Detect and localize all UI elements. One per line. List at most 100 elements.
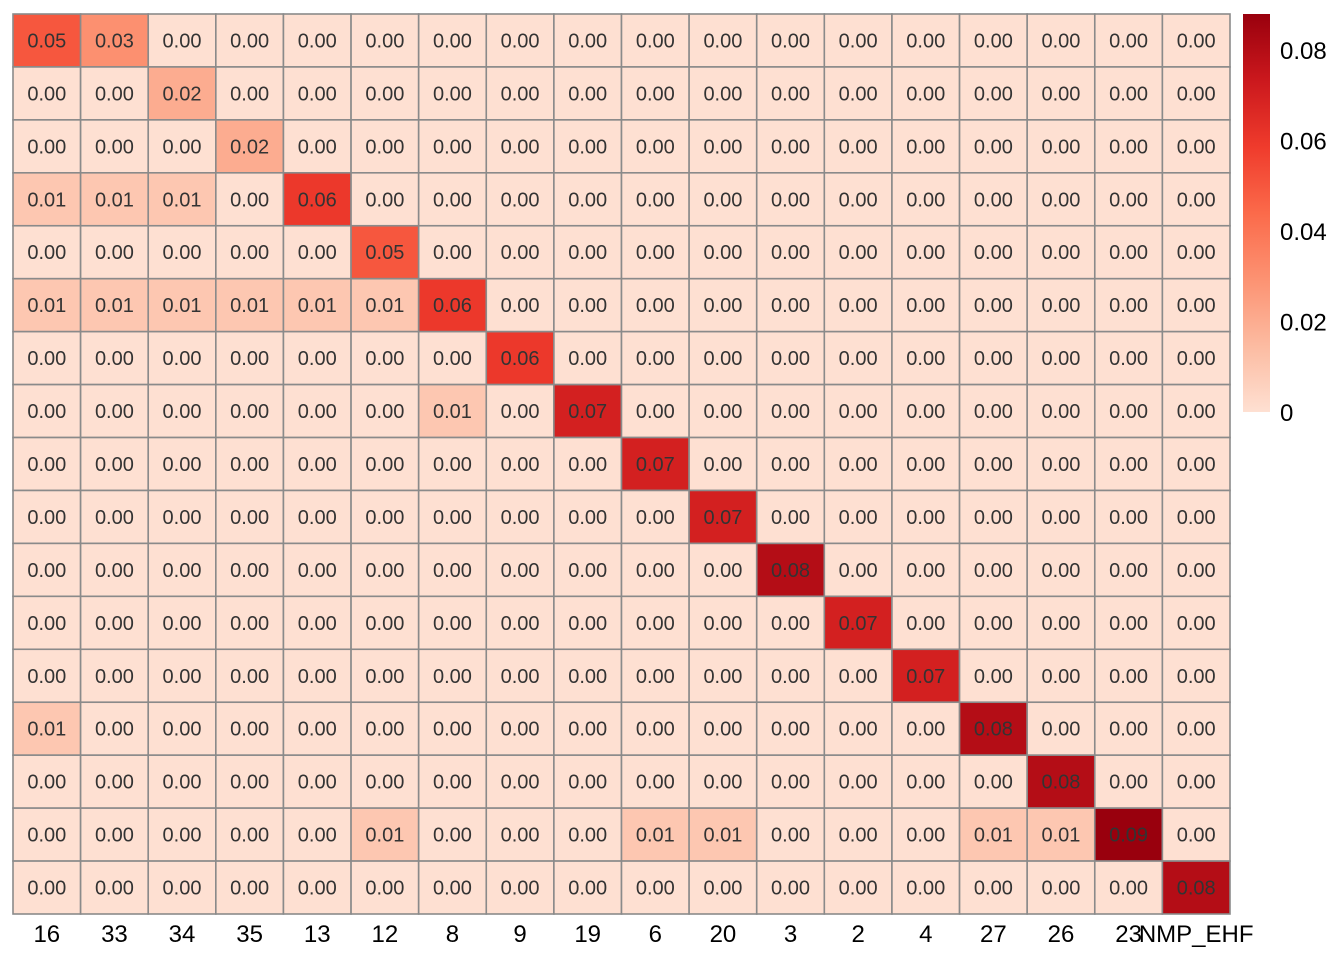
heatmap-cell-value: 0.00 (839, 136, 878, 158)
heatmap-cell-value: 0.00 (771, 136, 810, 158)
heatmap-cell-value: 0.00 (163, 136, 202, 158)
x-tick-label: 16 (33, 921, 60, 948)
heatmap-cell-value: 0.00 (974, 242, 1013, 264)
heatmap-cell-value: 0.00 (501, 295, 540, 317)
heatmap-cell (553, 542, 623, 598)
heatmap-cell-value: 0.00 (636, 666, 675, 688)
heatmap-cell-value: 0.00 (95, 242, 134, 264)
heatmap-cell-value: 0.06 (298, 189, 337, 211)
heatmap-cell-value: 0.00 (703, 560, 742, 582)
heatmap-cell-value: 0.09 (1109, 825, 1148, 847)
heatmap-cell (891, 489, 961, 545)
heatmap-cell-value: 0.00 (1109, 560, 1148, 582)
heatmap-cell (1093, 542, 1164, 598)
heatmap-cell (215, 595, 285, 651)
heatmap-cell-value: 0.00 (433, 507, 472, 529)
heatmap-cell (620, 172, 690, 227)
heatmap-cell-value: 0.00 (163, 878, 202, 900)
heatmap-cell-value: 0.00 (1042, 401, 1081, 423)
heatmap-cell-value: 0.00 (771, 719, 810, 741)
heatmap-cell-value: 0.00 (636, 30, 675, 52)
heatmap-cell (553, 277, 623, 333)
heatmap-cell-value: 0.00 (771, 507, 810, 529)
heatmap-cell-value: 0.01 (27, 719, 66, 741)
heatmap-cell (1161, 648, 1231, 704)
heatmap-cell (1026, 860, 1096, 915)
heatmap-cell-value: 0.01 (163, 295, 202, 317)
heatmap-cell-value: 0.08 (1042, 772, 1081, 794)
heatmap-cell (147, 648, 217, 704)
heatmap-cell-value: 0.00 (771, 295, 810, 317)
heatmap-cell-value: 0.00 (433, 772, 472, 794)
heatmap-cell (79, 648, 150, 704)
heatmap-cell-value: 0.00 (163, 30, 202, 52)
heatmap-cell-value: 0.00 (95, 772, 134, 794)
x-tick-label: 23 (1115, 921, 1142, 948)
heatmap-cell (1161, 330, 1231, 386)
heatmap-cell-value: 0.00 (27, 401, 66, 423)
x-tick-label: 8 (446, 921, 459, 948)
heatmap-cell-value: 0.00 (974, 613, 1013, 635)
heatmap-cell-value: 0.01 (230, 295, 269, 317)
heatmap-cell-value: 0.00 (1177, 825, 1216, 847)
heatmap-cell-value: 0.00 (298, 719, 337, 741)
heatmap-cell (755, 648, 826, 704)
heatmap-cell-value: 0.00 (27, 242, 66, 264)
heatmap-cell-value: 0.07 (703, 507, 742, 529)
heatmap-cell-value: 0.00 (1109, 83, 1148, 105)
legend-tick-label: 0 (1280, 400, 1293, 427)
heatmap-cell (282, 277, 352, 333)
heatmap-cell-value: 0.06 (501, 348, 540, 370)
heatmap-cell (215, 224, 285, 280)
heatmap-cell-value: 0.00 (771, 613, 810, 635)
heatmap-cell (755, 172, 826, 227)
heatmap-cell (755, 224, 826, 280)
heatmap-cell (958, 330, 1028, 386)
heatmap-cell (350, 277, 420, 333)
heatmap-cell-value: 0.00 (974, 878, 1013, 900)
heatmap-cell (755, 277, 826, 333)
heatmap-cell-value: 0.00 (1109, 507, 1148, 529)
heatmap-cell-value: 0.00 (568, 83, 607, 105)
heatmap-cell-value: 0.00 (95, 613, 134, 635)
heatmap-cell-value: 0.00 (771, 30, 810, 52)
heatmap-cell-value: 0.00 (27, 772, 66, 794)
heatmap-cell-value: 0.00 (298, 30, 337, 52)
heatmap-cell (958, 860, 1028, 915)
heatmap-cell-value: 0.00 (974, 560, 1013, 582)
heatmap-cell-value: 0.00 (703, 348, 742, 370)
heatmap-cell (12, 172, 82, 227)
heatmap-cell (688, 701, 758, 756)
heatmap-cell-value: 0.00 (636, 719, 675, 741)
heatmap-cell-value: 0.00 (906, 295, 945, 317)
heatmap-cell-value: 0.00 (568, 507, 607, 529)
heatmap-cell (891, 13, 961, 68)
heatmap-cell-value: 0.00 (839, 189, 878, 211)
x-tick-label: 9 (513, 921, 526, 948)
heatmap-cell-value: 0.00 (501, 30, 540, 52)
heatmap-cell-value: 0.00 (27, 454, 66, 476)
heatmap-cell-value: 0.00 (1177, 666, 1216, 688)
heatmap-cell (1026, 701, 1096, 756)
heatmap-cell (755, 595, 826, 651)
heatmap-cell-value: 0.00 (298, 878, 337, 900)
heatmap-cell-value: 0.00 (906, 613, 945, 635)
heatmap-cell-value: 0.00 (365, 348, 404, 370)
heatmap-cell (282, 224, 352, 280)
heatmap-cell-value: 0.00 (839, 507, 878, 529)
heatmap-cell (1161, 66, 1231, 121)
heatmap-cell (823, 224, 893, 280)
heatmap-cell-value: 0.00 (906, 719, 945, 741)
heatmap-cell (891, 595, 961, 651)
heatmap-cell (12, 701, 82, 756)
heatmap-cell-value: 0.00 (636, 401, 675, 423)
heatmap-cell-value: 0.00 (163, 772, 202, 794)
heatmap-cell (553, 860, 623, 915)
heatmap-cell-value: 0.00 (839, 242, 878, 264)
heatmap-cell (79, 860, 150, 915)
heatmap-cell-value: 0.00 (433, 825, 472, 847)
heatmap-cell (485, 595, 555, 651)
heatmap-cell-value: 0.00 (365, 613, 404, 635)
heatmap-cell-value: 0.00 (906, 83, 945, 105)
